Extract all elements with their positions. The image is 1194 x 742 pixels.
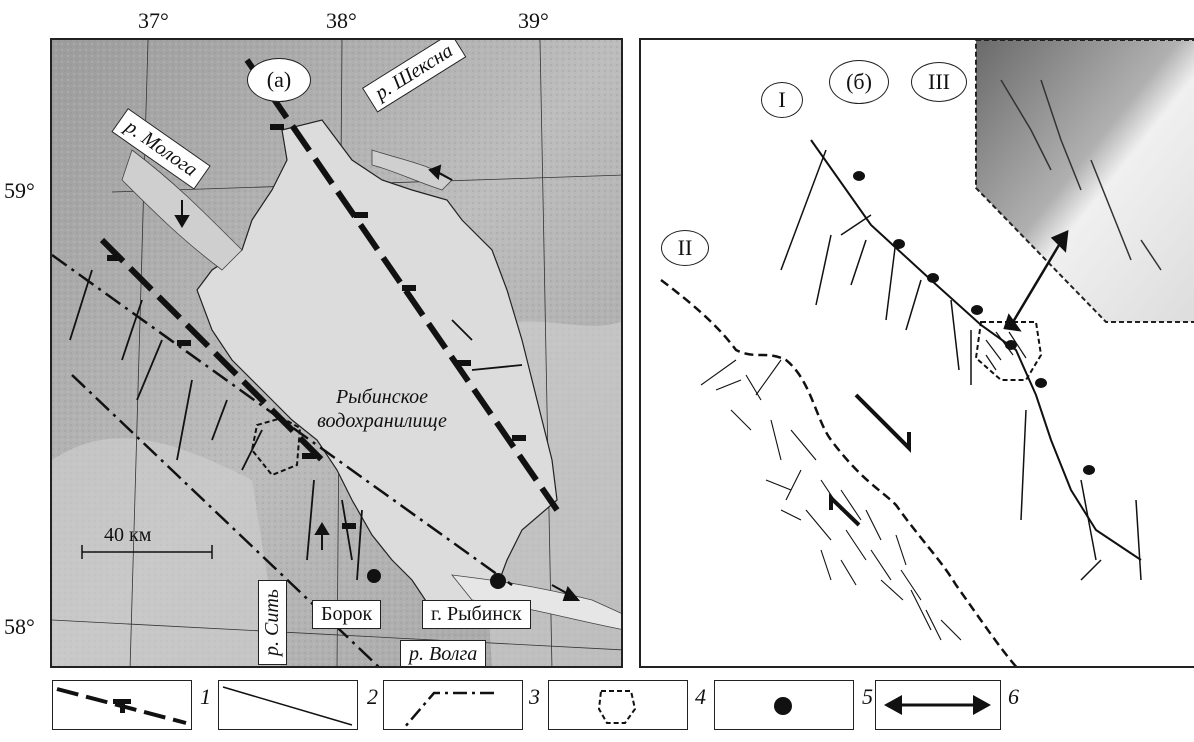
- thrust-ticks: [107, 124, 526, 529]
- fault-line-i: [810, 139, 1142, 561]
- zone-label-iii: III: [911, 62, 967, 102]
- settlement-borok-icon: [367, 569, 381, 583]
- panel-b-label: (б): [829, 60, 889, 104]
- study-area: [250, 416, 302, 477]
- legend-label-2: 2: [367, 684, 378, 709]
- longitude-label-39: 39°: [518, 8, 549, 33]
- legend-symbol-5: [714, 680, 854, 730]
- town-rybinsk-label: г. Рыбинск: [422, 600, 531, 629]
- legend-symbol-3: [383, 680, 523, 730]
- lineaments: [69, 269, 523, 581]
- legend-symbol-6: [875, 680, 1001, 730]
- reservoir-label: Рыбинское водохранилище: [302, 385, 462, 433]
- scale-label: 40 км: [104, 524, 152, 546]
- settlement-rybinsk-icon: [490, 573, 506, 589]
- legend-symbol-4: [548, 680, 688, 730]
- legend-symbol-2: [218, 680, 358, 730]
- map-panel-a: (а) р. Шексна р. Молога р. Сить р. Волга…: [50, 38, 623, 668]
- zone-ii-boundary-south: [681, 305, 896, 668]
- schematic-lineaments: [780, 149, 1142, 581]
- thrust-fault-icon: [56, 687, 187, 725]
- study-area-icon: [597, 690, 637, 724]
- zone-boundary-icon: [403, 691, 494, 729]
- settlement-icon: [774, 697, 792, 715]
- scale-bar: [81, 545, 213, 559]
- river-sit-label: р. Сить: [258, 580, 287, 665]
- legend-label-5: 5: [862, 684, 873, 709]
- longitude-label-37: 37°: [138, 8, 169, 33]
- longitude-label-38: 38°: [326, 8, 357, 33]
- zone-ii-fractures: [700, 359, 962, 641]
- legend-label-6: 6: [1008, 684, 1019, 709]
- study-area-hatching: [985, 331, 1027, 371]
- zone-label-i: I: [761, 82, 803, 118]
- legend-label-4: 4: [695, 684, 706, 709]
- schematic-panel-b: (б) I II III: [639, 38, 1194, 668]
- inset-gullies: [1000, 79, 1162, 271]
- zone-ii-boundary-north: [660, 279, 1018, 666]
- river-volga-label: р. Волга: [400, 640, 487, 666]
- panel-a-label: (а): [247, 58, 311, 102]
- link-double-arrow-icon: [1003, 230, 1069, 332]
- latitude-label-58: 58°: [4, 614, 35, 639]
- town-borok-label: Борок: [312, 600, 382, 629]
- legend-label-3: 3: [529, 684, 540, 709]
- fault-i-ticks: [853, 171, 1095, 475]
- inset-relief: [975, 40, 1194, 323]
- schematic-study-area: [974, 321, 1043, 381]
- reservoir-label-line2: водохранилище: [317, 410, 447, 432]
- fault-schematic: [660, 40, 1194, 668]
- sheksna-arm: [371, 149, 453, 191]
- legend-label-1: 1: [200, 684, 211, 709]
- shear-arrows: [829, 393, 911, 527]
- zone-label-ii: II: [661, 230, 709, 266]
- thrust-fault-lines: [99, 58, 560, 512]
- lineament-icon: [222, 686, 353, 726]
- latitude-label-59: 59°: [4, 178, 35, 203]
- legend-symbol-1: [52, 680, 192, 730]
- reservoir-label-line1: Рыбинское: [335, 386, 429, 408]
- double-arrow-icon: [884, 695, 991, 715]
- flow-arrows: [174, 164, 581, 601]
